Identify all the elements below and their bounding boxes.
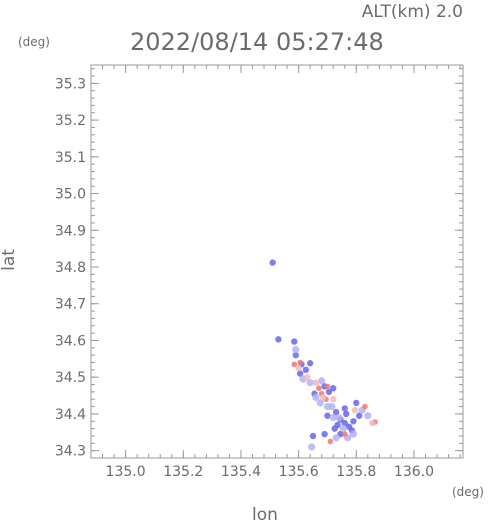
data-point-blue [296, 370, 304, 377]
data-point-blue [350, 418, 357, 425]
data-point-blue [331, 425, 338, 432]
data-point-light-red [351, 407, 359, 414]
data-point-light-blue [292, 346, 300, 354]
y-tick-label: 35.0 [55, 187, 86, 203]
data-point-light-blue [335, 413, 343, 422]
data-point-light-red [312, 379, 320, 386]
data-point-blue [355, 412, 363, 419]
data-point-blue [306, 360, 314, 367]
y-tick-label: 34.3 [55, 444, 86, 460]
data-point-light-blue [332, 434, 340, 442]
data-point-light-blue [323, 402, 332, 411]
y-axis-title: lat [0, 249, 19, 271]
data-points [269, 259, 378, 451]
plot-frame [90, 64, 464, 459]
data-point-red [324, 383, 331, 390]
data-point-blue [291, 338, 298, 345]
data-point-light-red [295, 364, 302, 372]
data-point-light-blue [318, 377, 326, 385]
data-point-red [341, 431, 348, 437]
x-tick-label: 135.8 [336, 464, 376, 480]
data-point-red [362, 403, 368, 410]
y-tick-labels: 34.3 34.4 34.5 34.6 34.7 34.8 34.9 35.0 35.1 35.2… [55, 76, 86, 459]
data-point-light-blue [329, 413, 337, 422]
x-tick-label: 135.6 [279, 464, 319, 480]
data-point-blue [353, 399, 360, 407]
y-tick-label: 34.5 [55, 370, 86, 386]
x-tick-label: 136.0 [394, 464, 434, 480]
data-point-light-blue [306, 379, 314, 387]
data-point-red [316, 385, 322, 392]
x-tick-label: 135.2 [163, 464, 203, 480]
data-point-light-blue [308, 443, 316, 451]
data-point-light-red [368, 419, 376, 427]
data-point-blue [343, 410, 350, 418]
data-point-light-red [304, 373, 311, 381]
data-point-light-blue [364, 412, 372, 420]
x-tick-label: 135.0 [106, 464, 146, 480]
data-point-blue [341, 405, 348, 412]
data-point-light-blue [349, 430, 358, 438]
data-point-blue [269, 259, 276, 266]
data-point-blue [292, 351, 299, 359]
data-point-blue [341, 419, 348, 427]
y-tick-label: 34.9 [55, 223, 86, 239]
data-point-blue [324, 412, 331, 419]
y-tick-label: 35.1 [55, 150, 86, 166]
data-point-blue [321, 430, 328, 438]
data-point-red [297, 359, 303, 366]
data-point-light-blue [339, 425, 347, 433]
data-point-light-red [319, 394, 327, 401]
y-unit-label: (deg) [18, 35, 50, 49]
altitude-label: ALT(km) 2.0 [362, 2, 463, 22]
data-point-light-red [330, 396, 337, 403]
x-tick-label: 135.4 [221, 464, 261, 480]
y-tick-label: 35.2 [55, 113, 86, 129]
x-unit-label: (deg) [452, 485, 484, 499]
x-axis-title: lon [252, 505, 278, 521]
y-tick-label: 34.4 [55, 407, 86, 423]
y-tick-label: 34.7 [55, 297, 86, 313]
data-point-blue [309, 432, 317, 440]
data-point-blue [325, 388, 333, 396]
data-point-blue [330, 385, 337, 392]
x-tick-labels: 135.0 135.2 135.4 135.6 135.8 136.0 [106, 464, 434, 480]
y-tick-label: 34.6 [55, 333, 86, 349]
data-point-light-blue [316, 399, 324, 407]
data-point-light-blue [312, 393, 320, 401]
data-point-red [327, 438, 334, 445]
timestamp: 2022/08/14 05:27:48 [130, 28, 384, 56]
y-tick-label: 34.8 [55, 260, 86, 276]
data-point-blue [275, 336, 282, 343]
data-point-blue [302, 366, 310, 374]
data-point-blue [332, 408, 340, 416]
y-tick-label: 35.3 [55, 76, 86, 92]
axis-ticks [90, 65, 463, 459]
data-point-red [291, 361, 298, 368]
